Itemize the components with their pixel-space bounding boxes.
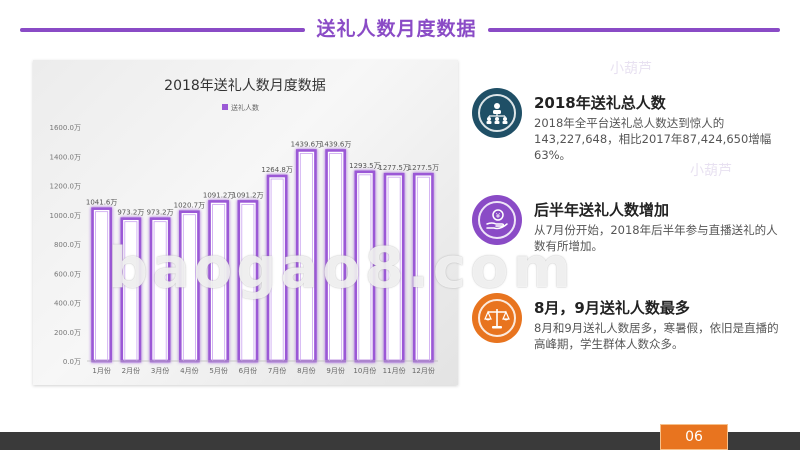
info-body: 8月和9月送礼人数居多，寒暑假，依旧是直播的高峰期，学生群体人数众多。 bbox=[534, 321, 779, 351]
legend-swatch bbox=[222, 104, 228, 110]
info-icon-circle bbox=[472, 88, 522, 138]
bar-data-label: 1277.5万 bbox=[408, 164, 440, 172]
bar-data-label: 1041.6万 bbox=[86, 199, 118, 207]
hand-coin-icon: ¥ bbox=[486, 209, 508, 230]
y-tick-label: 800.0万 bbox=[54, 241, 81, 249]
info-title: 2018年送礼总人数 bbox=[534, 94, 666, 112]
svg-text:¥: ¥ bbox=[496, 212, 501, 220]
y-tick-label: 400.0万 bbox=[54, 300, 81, 308]
y-tick-label: 200.0万 bbox=[54, 329, 81, 337]
x-tick-label: 3月份 bbox=[151, 366, 169, 375]
x-tick-label: 9月份 bbox=[326, 366, 344, 375]
brand-watermark: 小葫芦 bbox=[690, 163, 732, 179]
y-tick-label: 1600.0万 bbox=[50, 124, 82, 132]
bar-data-label: 1091.2万 bbox=[203, 191, 235, 199]
info-title: 8月，9月送礼人数最多 bbox=[534, 299, 690, 317]
scales-icon bbox=[484, 309, 510, 329]
header-rule-left bbox=[20, 28, 305, 32]
y-axis: 0.0万 200.0万 400.0万 600.0万 800.0万 1000.0万 1200.… bbox=[50, 124, 82, 366]
people-network-icon bbox=[486, 103, 508, 124]
chart-legend: 送礼人数 bbox=[222, 103, 259, 112]
bar-data-label: 1091.2万 bbox=[232, 191, 264, 199]
x-tick-label: 10月份 bbox=[353, 366, 376, 375]
header-rule-right bbox=[488, 28, 780, 32]
y-tick-label: 1400.0万 bbox=[50, 153, 82, 161]
chart-title: 2018年送礼人数月度数据 bbox=[164, 78, 326, 94]
x-tick-label: 5月份 bbox=[209, 366, 227, 375]
info-title: 后半年送礼人数增加 bbox=[534, 201, 670, 219]
x-tick-label: 6月份 bbox=[239, 366, 257, 375]
bar-data-label: 973.2万 bbox=[147, 209, 174, 217]
page-number: 06 bbox=[660, 424, 728, 450]
x-axis: 1月份 2月份 3月份 4月份 5月份 6月份 7月份 8月份 9月份 10月份 11月份 12月份 bbox=[87, 360, 438, 375]
page-title: 送礼人数月度数据 bbox=[316, 18, 477, 40]
y-tick-label: 1200.0万 bbox=[50, 183, 82, 191]
x-tick-label: 11月份 bbox=[383, 366, 406, 375]
x-tick-label: 1月份 bbox=[92, 366, 110, 375]
bar-chart: 2018年送礼人数月度数据 送礼人数 0.0万 200.0万 400.0万 600.0… bbox=[50, 78, 440, 375]
bar-data-label: 1293.5万 bbox=[349, 162, 381, 170]
bar-data-label: 1264.8万 bbox=[261, 166, 293, 174]
y-tick-label: 0.0万 bbox=[63, 358, 81, 366]
page-header: 送礼人数月度数据 bbox=[0, 0, 800, 50]
chart-panel: 2018年送礼人数月度数据 送礼人数 0.0万 200.0万 400.0万 600.0… bbox=[33, 60, 458, 385]
page-footer: 06 bbox=[0, 424, 800, 450]
x-tick-label: 2月份 bbox=[122, 366, 140, 375]
y-tick-label: 600.0万 bbox=[54, 270, 81, 278]
bar-data-label: 1439.6万 bbox=[320, 140, 352, 148]
info-body: 从7月份开始，2018年后半年参与直播送礼的人数有所增加。 bbox=[534, 223, 778, 253]
legend-label: 送礼人数 bbox=[231, 103, 259, 112]
info-icon-circle bbox=[472, 293, 522, 343]
brand-watermark: 小葫芦 bbox=[610, 61, 652, 77]
bar-data-label: 973.2万 bbox=[117, 209, 144, 217]
y-tick-label: 1000.0万 bbox=[50, 212, 82, 220]
bar-data-label: 1020.7万 bbox=[174, 202, 206, 210]
bar-data-label: 1277.5万 bbox=[378, 164, 410, 172]
info-body: 2018年全平台送礼总人数达到惊人的143,227,648，相比2017年87,… bbox=[534, 116, 772, 162]
x-tick-label: 8月份 bbox=[297, 366, 315, 375]
info-icon-circle: ¥ bbox=[472, 195, 522, 245]
x-tick-label: 12月份 bbox=[412, 366, 435, 375]
x-tick-label: 4月份 bbox=[180, 366, 198, 375]
bar-data-label: 1439.6万 bbox=[291, 140, 323, 148]
x-tick-label: 7月份 bbox=[268, 366, 286, 375]
